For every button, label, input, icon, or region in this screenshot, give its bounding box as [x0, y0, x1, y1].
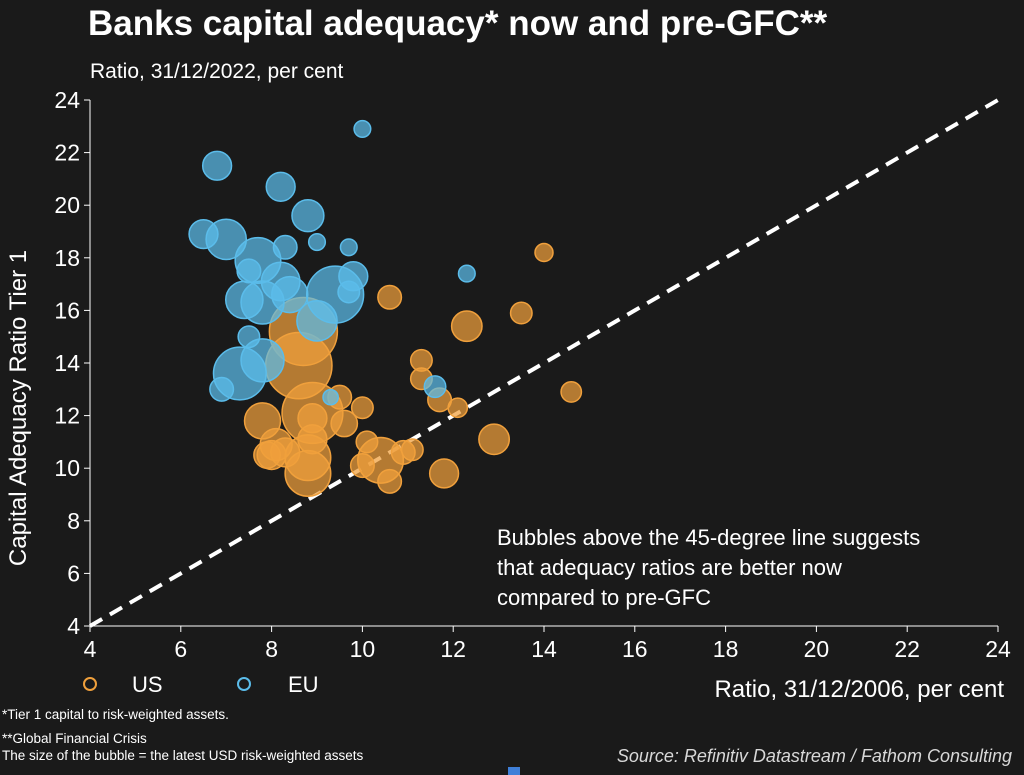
bubble-eu — [296, 300, 338, 342]
legend-us-label: US — [132, 672, 163, 697]
x-tick-label: 24 — [985, 636, 1011, 662]
bubble-eu — [240, 338, 285, 383]
bubble-us — [428, 458, 460, 489]
y-axis-title: Capital Adequacy Ratio Tier 1 — [5, 250, 32, 566]
bubble-eu — [209, 376, 235, 402]
y-tick-label: 24 — [54, 87, 80, 113]
y-tick-label: 12 — [54, 403, 80, 429]
legend-us-marker — [83, 677, 97, 691]
bubble-us — [400, 438, 424, 462]
footnote-gfc: **Global Financial Crisis — [2, 731, 147, 746]
bubble-us — [377, 284, 403, 310]
x-tick-label: 16 — [622, 636, 648, 662]
annotation-line: that adequacy ratios are better now — [497, 555, 842, 580]
x-ticks: 4 6 8 10 12 14 16 18 20 22 24 — [84, 626, 1011, 662]
bubble-eu — [265, 171, 296, 202]
annotation-line: Bubbles above the 45-degree line suggest… — [497, 525, 920, 550]
bubble-eu — [237, 325, 261, 349]
y-tick-label: 10 — [54, 455, 80, 481]
bubble-eu — [271, 275, 309, 314]
x-tick-label: 10 — [350, 636, 376, 662]
bubble-eu — [353, 119, 372, 139]
annotation-line: compared to pre-GFC — [497, 585, 711, 610]
legend: US EU — [83, 672, 319, 697]
footnote-tier1: *Tier 1 capital to risk-weighted assets. — [2, 707, 229, 722]
bubble-eu — [224, 280, 264, 320]
y-tick-label: 4 — [67, 613, 80, 639]
reference-line-45-degree — [88, 98, 1000, 628]
bubble-us — [534, 242, 554, 263]
y-tick-label: 18 — [54, 245, 80, 271]
x-tick-label: 22 — [894, 636, 920, 662]
bubble-eu — [457, 264, 476, 283]
bubbles — [188, 119, 583, 498]
bubble-us — [355, 430, 379, 454]
x-axis-title: Ratio, 31/12/2006, per cent — [714, 676, 1004, 703]
annotation: Bubbles above the 45-degree line suggest… — [497, 525, 920, 610]
y-tick-label: 6 — [67, 560, 80, 586]
bubble-us — [447, 397, 469, 419]
y-tick-label: 20 — [54, 192, 80, 218]
bubble-eu — [201, 150, 233, 181]
bubble-us — [509, 301, 533, 325]
bubble-eu — [188, 218, 219, 250]
bubble-us — [450, 310, 483, 343]
y-tick-label: 8 — [67, 508, 80, 534]
bubble-us — [253, 441, 281, 469]
source-note: Source: Refinitiv Datastream / Fathom Co… — [616, 746, 1012, 766]
bubble-us — [377, 468, 403, 494]
y-ticks: 4 6 8 10 12 14 16 18 20 22 24 — [54, 87, 90, 639]
y-tick-label: 16 — [54, 297, 80, 323]
x-tick-label: 6 — [174, 636, 187, 662]
bubble-us — [350, 396, 374, 420]
bubble-eu — [291, 199, 325, 233]
chart-subtitle: Ratio, 31/12/2022, per cent — [90, 60, 344, 83]
x-tick-label: 12 — [440, 636, 466, 662]
x-tick-label: 20 — [804, 636, 830, 662]
bubble-eu — [339, 238, 358, 257]
chart-title: Banks capital adequacy* now and pre-GFC*… — [88, 4, 828, 43]
bubble-eu — [423, 375, 447, 399]
bubble-us — [478, 423, 511, 456]
scroll-indicator — [508, 767, 520, 775]
x-tick-label: 18 — [713, 636, 739, 662]
bubble-eu — [307, 232, 327, 252]
y-tick-label: 14 — [54, 350, 80, 376]
bubble-eu — [236, 258, 262, 284]
bubble-us — [349, 453, 375, 479]
legend-eu-marker — [237, 677, 251, 691]
x-tick-label: 14 — [531, 636, 557, 662]
footnote-bubble-size: The size of the bubble = the latest USD … — [2, 748, 364, 763]
bubble-us — [297, 424, 328, 455]
bubble-eu — [322, 388, 339, 406]
x-tick-label: 4 — [84, 636, 97, 662]
legend-eu-label: EU — [288, 672, 319, 697]
bubble-us — [330, 409, 359, 438]
y-tick-label: 22 — [54, 140, 80, 166]
x-tick-label: 8 — [265, 636, 278, 662]
bubble-eu — [272, 234, 298, 260]
bubble-us — [560, 380, 583, 403]
bubble-eu — [337, 280, 361, 304]
